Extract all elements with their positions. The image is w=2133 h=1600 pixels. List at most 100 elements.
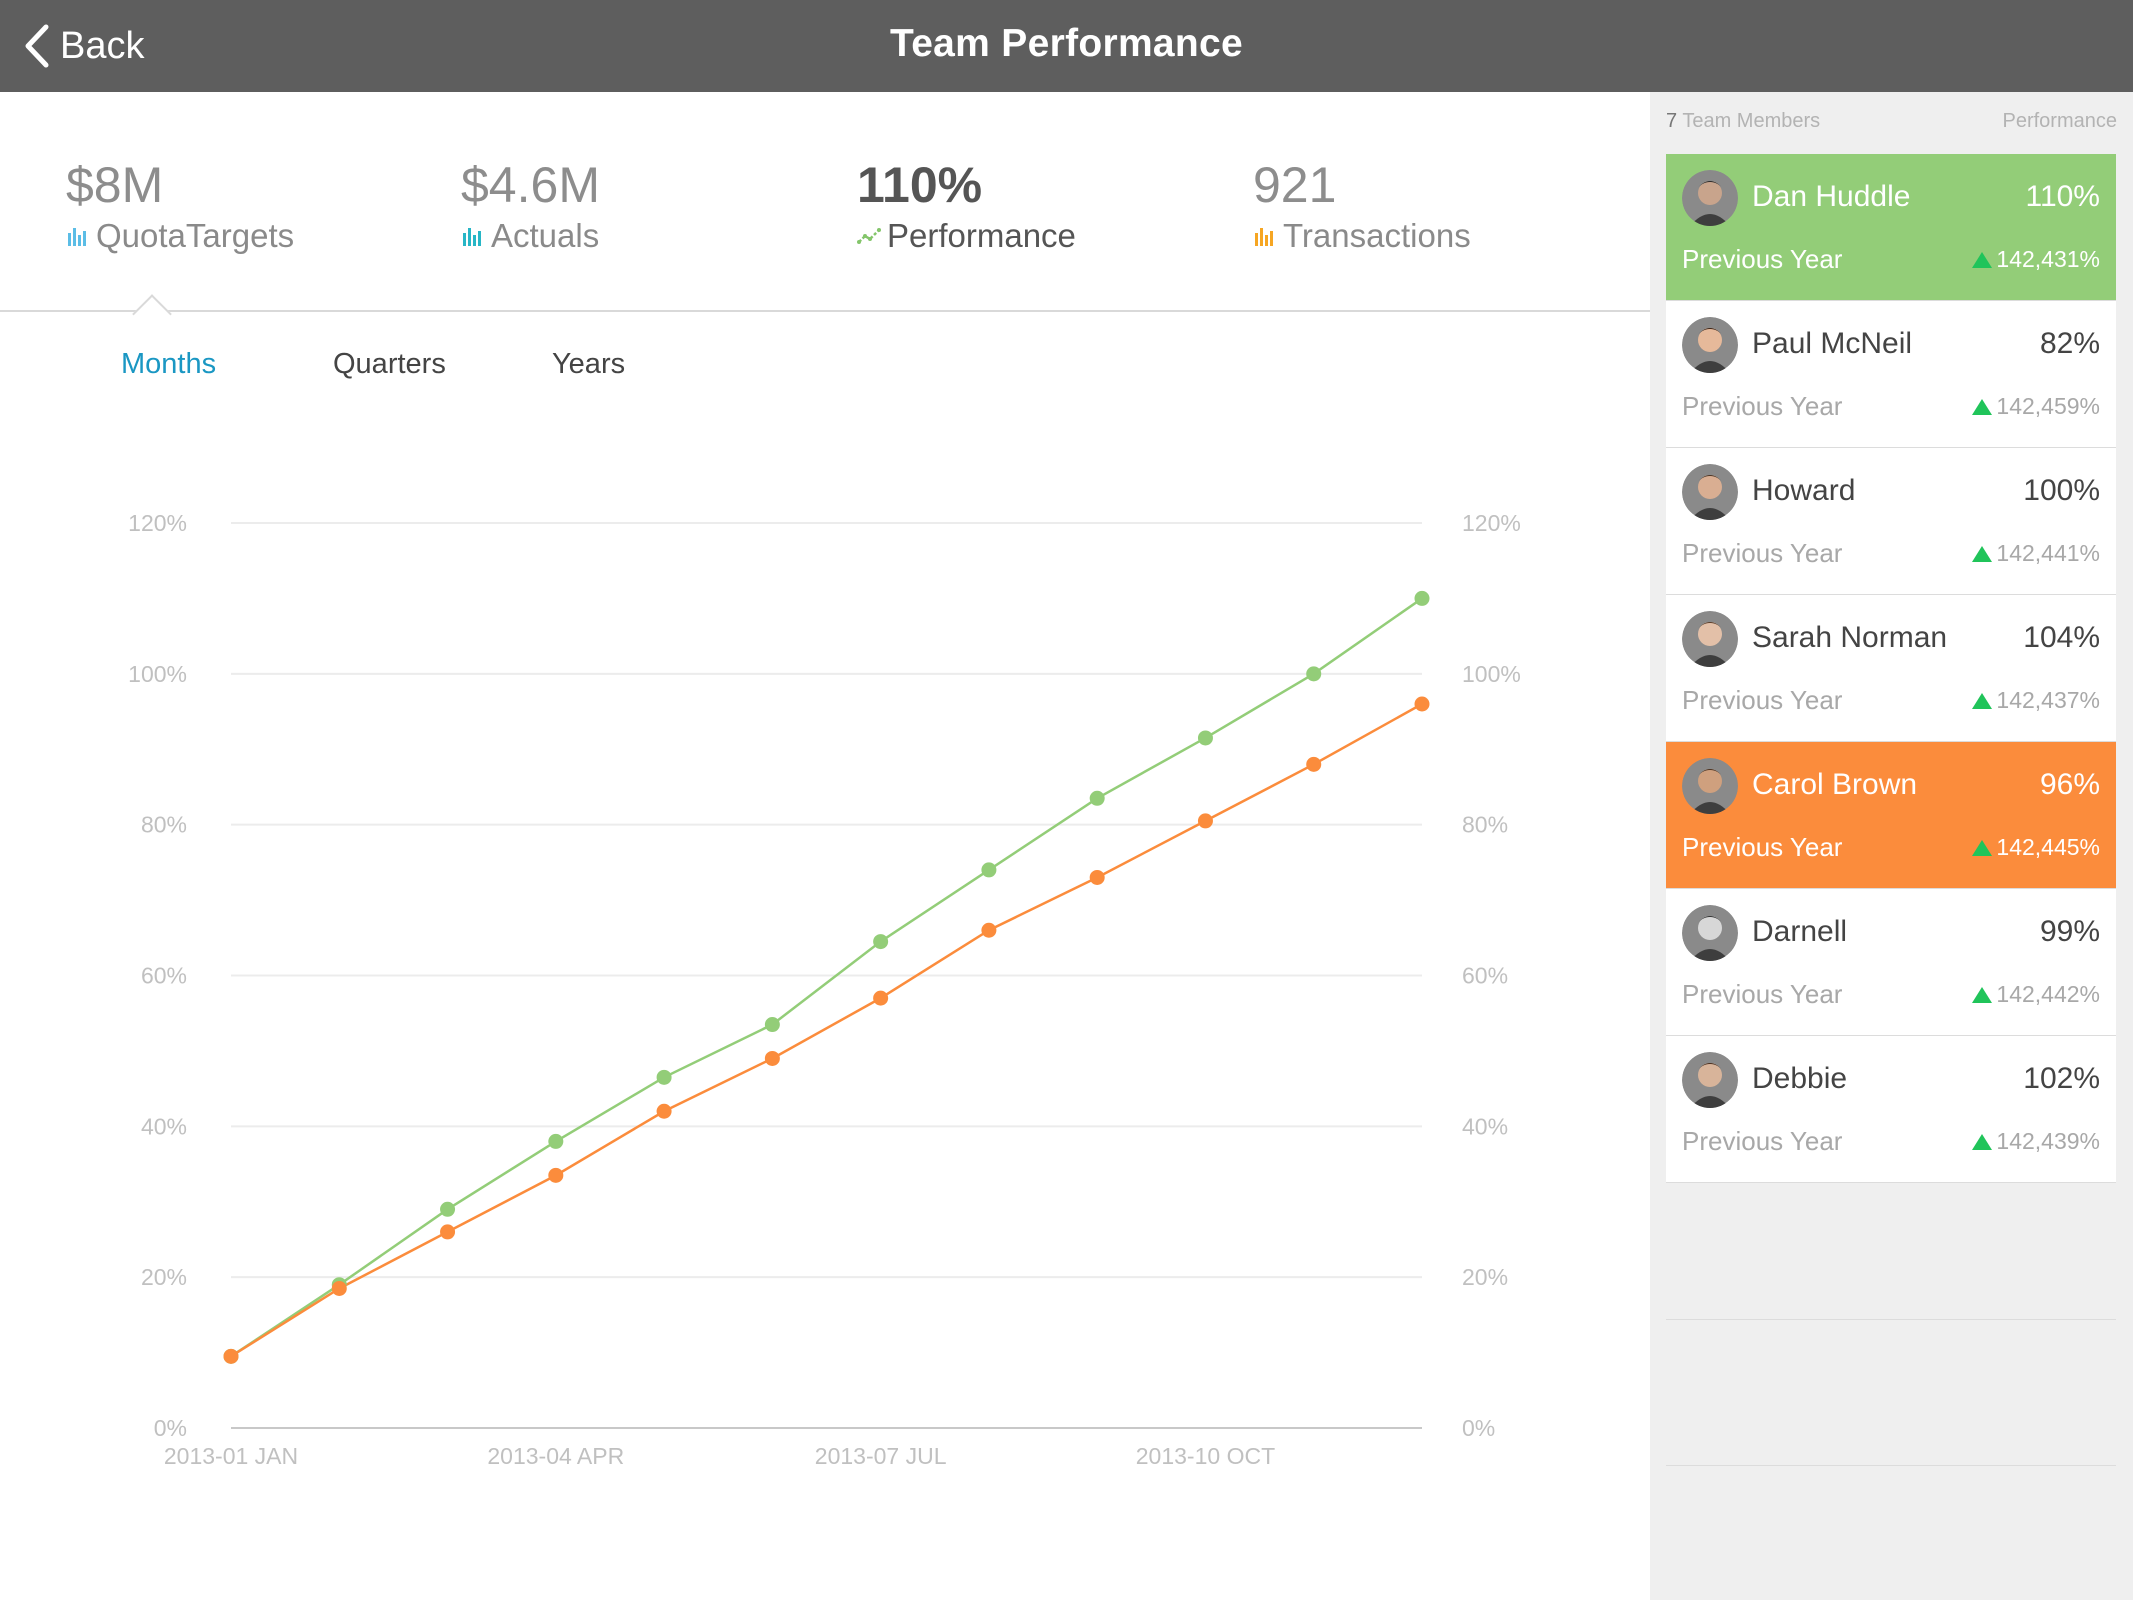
series-line [230,597,1423,1358]
data-point [1306,666,1322,682]
member-name: Howard [1752,474,1856,507]
avatar-hair [1696,916,1724,925]
member-performance: 110% [2025,180,2100,213]
member-name: Sarah Norman [1752,621,1948,654]
previous-year-label: Previous Year [1682,685,1843,715]
previous-year-label: Previous Year [1682,1126,1843,1156]
y-tick-label-right: 100% [1462,661,1521,687]
data-point [656,1103,672,1119]
data-point [1414,590,1430,606]
kpi-label: QuotaTargets [96,217,295,254]
data-point [1306,756,1322,772]
previous-year-delta: 142,442% [1972,981,2100,1008]
up-triangle-icon [1972,986,1993,1003]
data-point [331,1280,347,1296]
list-divider [1666,1319,2116,1320]
y-tick-label-left: 0% [154,1415,187,1441]
member-row[interactable]: Paul McNeil 82% Previous Year 142,459% [1666,301,2116,448]
chevron-left-icon [25,24,49,68]
up-triangle-icon [1972,839,1993,856]
avatar-shoulders [1690,508,1730,520]
previous-year-delta: 142,431% [1972,246,2100,273]
avatar-face [1698,622,1722,646]
member-name: Dan Huddle [1752,180,1911,213]
kpi-quota-targets: $8M QuotaTargets [66,157,294,255]
bar-chart-icon [463,228,481,246]
bar-chart-icon [1255,228,1273,246]
up-triangle-icon [1972,398,1993,415]
y-tick-label-left: 120% [128,510,187,536]
header-divider [0,310,1650,312]
previous-year-label: Previous Year [1682,979,1843,1009]
member-performance: 96% [2039,768,2100,801]
delta-value: 142,439% [1996,1128,2100,1154]
kpi-transactions: 921 Transactions [1253,157,1471,255]
kpi-performance: 110% Performance [857,157,1076,255]
avatar-hair [1696,328,1724,337]
avatar [1682,317,1738,373]
sidebar-header: 7 Team Members Performance [1666,110,2117,140]
kpi-value: 921 [1253,157,1337,213]
up-triangle-icon [1972,692,1993,709]
bar-chart-icon [68,228,86,246]
previous-year-delta: 142,441% [1972,540,2100,567]
back-button[interactable]: Back [22,22,144,70]
y-tick-label-right: 60% [1462,963,1508,989]
y-tick-label-left: 100% [128,661,187,687]
delta-value: 142,445% [1996,834,2100,860]
avatar-shoulders [1690,361,1730,373]
avatar-shoulders [1690,655,1730,667]
member-row[interactable]: Carol Brown 96% Previous Year 142,445% [1666,742,2116,889]
performance-line-chart: 0% 0% 20% 20% 40% 40% 60% 60% 80% 80% 100% 100% 120%… [128,510,1521,1469]
avatar-face [1698,916,1722,940]
data-point [1414,696,1430,712]
y-tick-label-left: 80% [141,812,187,838]
x-tick-label: 2013-07 JUL [815,1443,947,1469]
previous-year-label: Previous Year [1682,832,1843,862]
member-name: Debbie [1752,1062,1848,1095]
up-triangle-icon [1972,545,1993,562]
y-tick-label-left: 60% [141,963,187,989]
data-point [1089,790,1105,806]
tab-months[interactable]: Months [121,348,217,380]
member-row[interactable]: Dan Huddle 110% Previous Year 142,431% [1666,154,2116,301]
delta-value: 142,459% [1996,393,2100,419]
team-sidebar: 7 Team Members Performance Dan Huddle 110… [1650,92,2133,1600]
performance-column-label: Performance [2002,110,2118,132]
y-tick-label-right: 0% [1462,1415,1495,1441]
previous-year-delta: 142,439% [1972,1128,2100,1155]
member-row[interactable]: Darnell 99% Previous Year 142,442% [1666,889,2116,1036]
member-performance: 100% [2023,474,2100,507]
data-point [1197,730,1213,746]
member-count-label: Team Members [1682,110,1821,132]
avatar-hair [1696,769,1724,778]
avatar-face [1698,328,1722,352]
member-row[interactable]: Sarah Norman 104% Previous Year 142,437% [1666,595,2116,742]
delta-value: 142,431% [1996,246,2100,272]
data-point [548,1167,564,1183]
member-row[interactable]: Debbie 102% Previous Year 142,439% [1666,1036,2116,1183]
x-tick-label: 2013-04 APR [487,1443,624,1469]
data-point [1197,813,1213,829]
kpi-value: $4.6M [461,157,600,213]
avatar-hair [1696,181,1724,190]
member-row[interactable]: Howard 100% Previous Year 142,441% [1666,448,2116,595]
up-triangle-icon [1972,1133,1993,1150]
data-point [981,922,997,938]
previous-year-delta: 142,459% [1972,393,2100,420]
delta-value: 142,441% [1996,540,2100,566]
avatar-shoulders [1690,949,1730,961]
member-performance: 102% [2023,1062,2100,1095]
data-point [764,1017,780,1033]
data-point [440,1224,456,1240]
avatar-hair [1696,1063,1724,1072]
data-point [873,990,889,1006]
member-performance: 99% [2039,915,2100,948]
previous-year-label: Previous Year [1682,391,1843,421]
x-tick-label: 2013-10 OCT [1136,1443,1275,1469]
tab-quarters[interactable]: Quarters [333,348,446,380]
avatar-face [1698,475,1722,499]
page-title: Team Performance [889,22,1244,65]
data-point [1089,869,1105,885]
tab-years[interactable]: Years [552,348,626,380]
